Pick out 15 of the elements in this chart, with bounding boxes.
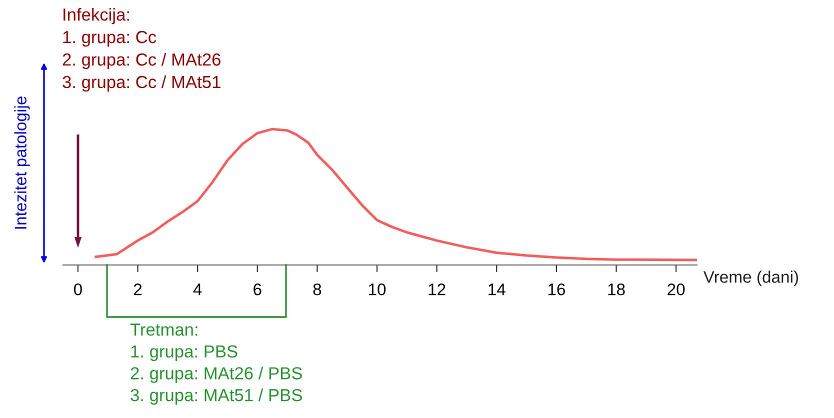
x-tick-label: 2 (134, 283, 142, 296)
x-tick-label: 0 (74, 283, 82, 296)
x-tick-label: 12 (428, 283, 446, 296)
x-tick-label: 16 (548, 283, 565, 296)
x-tick-label: 4 (193, 284, 202, 296)
x-tick-label: 6 (254, 283, 262, 296)
x-tick-label: 20 (668, 283, 685, 296)
x-axis-title: Vreme (dani) (703, 270, 798, 286)
text: Tretman: 1. grupa: PBS 2. grupa: MAt26 / PBS 3. grupa: MAt51 / PBS (130, 324, 302, 405)
y-axis-title: Intezitet patologije (14, 96, 30, 229)
x-tick-label: 18 (608, 283, 625, 296)
x-tick-label: 8 (313, 283, 322, 296)
x-tick-label: 10 (369, 283, 386, 296)
x-tick-label: 14 (488, 284, 506, 296)
text: Infekcija: 1. grupa: Cc 2. grupa: Cc / MAt26 3. grupa: Cc / MAt51 (62, 8, 220, 92)
